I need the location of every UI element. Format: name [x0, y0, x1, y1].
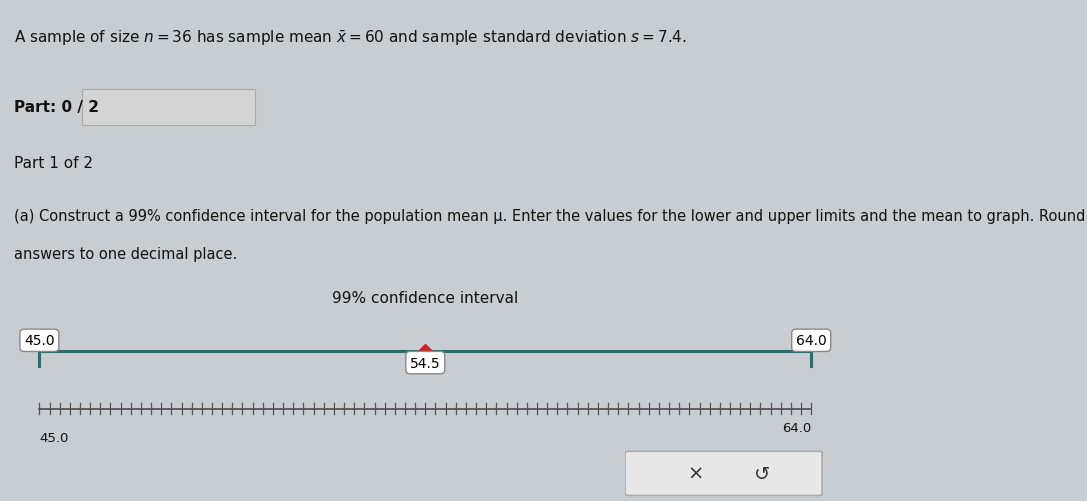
Text: 45.0: 45.0 [39, 432, 68, 444]
Text: Part: 0 / 2: Part: 0 / 2 [14, 100, 99, 115]
Text: answers to one decimal place.: answers to one decimal place. [14, 246, 237, 261]
Text: 45.0: 45.0 [24, 334, 54, 348]
Text: (a) Construct a 99% confidence interval for the population mean μ. Enter the val: (a) Construct a 99% confidence interval … [14, 208, 1087, 223]
Text: 99% confidence interval: 99% confidence interval [333, 291, 518, 306]
Text: ×: × [687, 464, 703, 483]
FancyBboxPatch shape [82, 90, 255, 125]
Text: A sample of size $n=36$ has sample mean $\bar{x}=60$ and sample standard deviati: A sample of size $n=36$ has sample mean … [14, 29, 687, 48]
Text: ↺: ↺ [753, 464, 770, 483]
Text: 64.0: 64.0 [782, 421, 811, 434]
Text: 54.5: 54.5 [410, 356, 440, 370]
FancyBboxPatch shape [625, 451, 822, 495]
Text: 64.0: 64.0 [796, 334, 826, 348]
Text: Part 1 of 2: Part 1 of 2 [14, 155, 93, 170]
